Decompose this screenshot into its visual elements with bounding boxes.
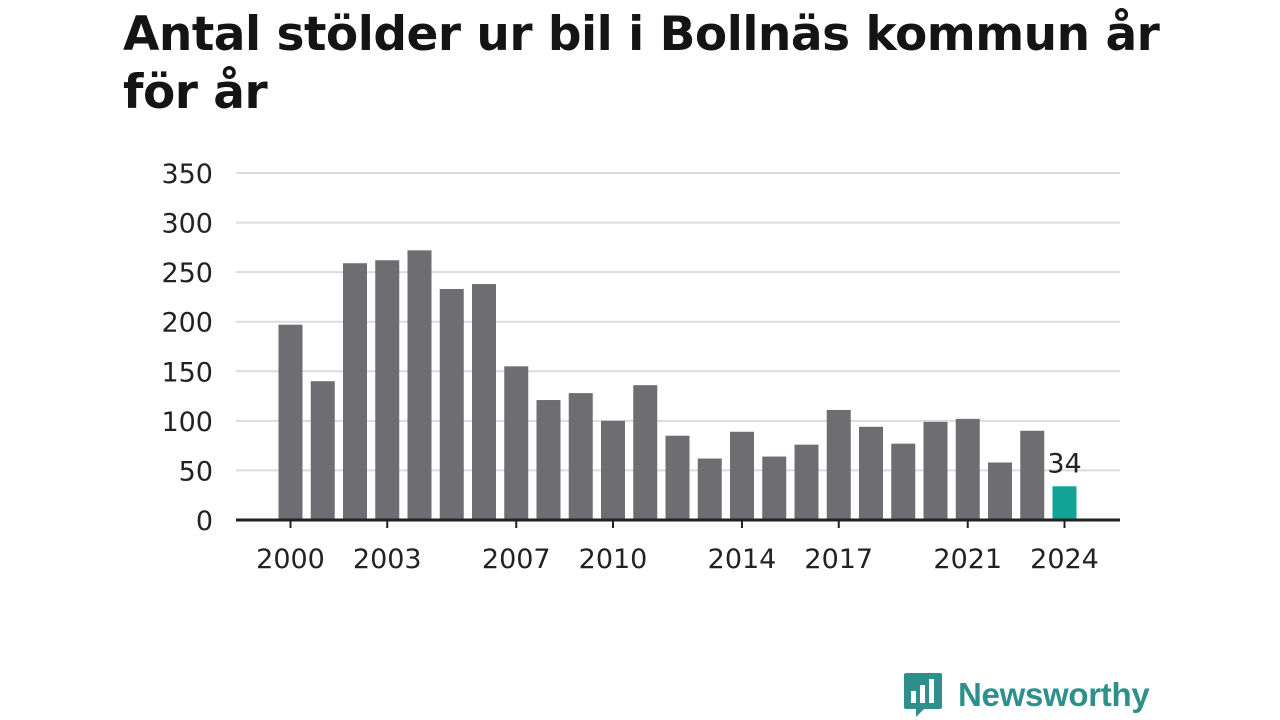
bar-2024 [1052, 486, 1077, 520]
speech-bubble-bar-chart-icon [904, 673, 942, 717]
y-tick-label: 150 [161, 357, 213, 388]
bar-2019 [891, 443, 916, 520]
value-label-2024: 34 [1047, 448, 1081, 479]
y-tick-label: 0 [196, 506, 213, 537]
bar-2011 [633, 385, 658, 520]
bar-2007 [504, 366, 529, 520]
bar-2013 [697, 458, 722, 520]
y-tick-label: 50 [179, 456, 213, 487]
gridlines [236, 172, 1120, 472]
y-tick-label: 100 [161, 407, 213, 438]
value-labels: 34 [1047, 448, 1081, 479]
x-axis: 2000 2003 2007 2010 2014 2017 2021 2024 [236, 518, 1120, 575]
bar-2008 [536, 400, 561, 520]
bar-2015 [762, 456, 787, 520]
bar-2018 [859, 426, 883, 520]
x-tick-label: 2007 [482, 544, 551, 575]
y-tick-label: 200 [161, 308, 213, 339]
y-tick-label: 350 [161, 159, 213, 190]
bar-2021 [955, 418, 980, 520]
brand-name: Newsworthy [958, 676, 1150, 713]
chart-title: Antal stölder ur bil i Bollnäs kommun år… [123, 7, 1160, 120]
bars [278, 250, 1077, 520]
bar-2023 [1020, 430, 1045, 520]
bar-2016 [794, 444, 819, 520]
bar-2010 [601, 420, 625, 520]
bar-2012 [665, 435, 690, 520]
bar-2002 [343, 263, 367, 520]
x-tick-label: 2010 [579, 544, 648, 575]
x-tick-label: 2021 [933, 544, 1002, 575]
bar-2020 [923, 421, 948, 520]
x-tick-label: 2017 [804, 544, 873, 575]
x-tick-label: 2000 [256, 544, 325, 575]
y-axis-ticks: 0 50 100 150 200 250 300 350 [161, 159, 213, 537]
bar-2022 [988, 462, 1012, 520]
y-tick-label: 300 [161, 209, 213, 240]
bar-2000 [278, 324, 303, 520]
bar-2006 [472, 284, 496, 520]
bar-2004 [407, 250, 432, 520]
newsworthy-logo[interactable]: Newsworthy [902, 670, 1150, 720]
bar-2017 [826, 409, 851, 520]
y-tick-label: 250 [161, 258, 213, 289]
x-tick-label: 2003 [353, 544, 422, 575]
x-tick-label: 2024 [1030, 544, 1099, 575]
x-tick-label: 2014 [708, 544, 777, 575]
bar-2001 [310, 381, 335, 520]
bar-2005 [439, 288, 464, 520]
bar-2014 [730, 431, 754, 520]
bar-2009 [568, 393, 593, 520]
bar-2003 [375, 260, 400, 520]
